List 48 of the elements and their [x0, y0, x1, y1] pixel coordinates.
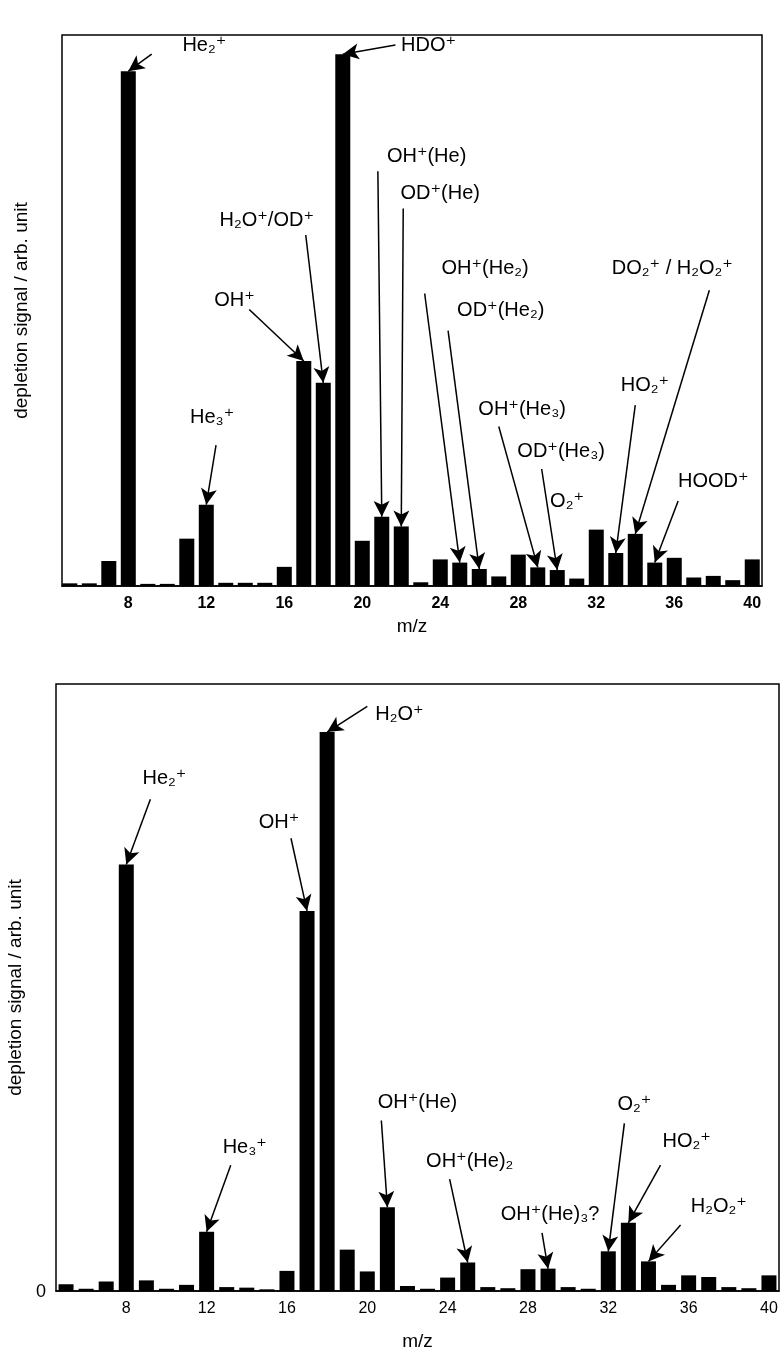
x-tick-label: 24 [431, 593, 450, 611]
x-tick-label: 40 [743, 593, 762, 611]
annotation: OH⁺(He) [386, 144, 467, 167]
x-tick-label: 36 [665, 593, 684, 611]
x-tick-label: 32 [587, 593, 606, 611]
annotation: O₂⁺ [617, 1092, 652, 1115]
annotation: OD⁺(He₃) [517, 439, 605, 462]
x-tick-label: 40 [760, 1298, 778, 1316]
x-tick-label: 12 [197, 1298, 216, 1316]
annotation: H₂O₂⁺ [690, 1193, 747, 1216]
x-tick-label: 28 [519, 1298, 537, 1316]
x-axis-title: m/z [402, 1330, 433, 1351]
x-tick-label: 32 [599, 1298, 618, 1316]
annotation: He₃⁺ [190, 404, 235, 427]
x-tick-label: 16 [278, 1298, 296, 1316]
x-tick-label: 8 [121, 1298, 131, 1316]
y-axis-title: depletion signal / arb. unit [3, 878, 25, 1096]
x-tick-label: 36 [679, 1298, 698, 1316]
annotation: HDO⁺ [401, 32, 457, 55]
x-tick-label: 28 [509, 593, 528, 611]
annotation: H₂O⁺ [375, 701, 424, 724]
annotation: He₃⁺ [222, 1134, 267, 1157]
x-tick-label: 20 [353, 593, 372, 611]
annotation: OH⁺(He)₂ [426, 1148, 514, 1171]
x-tick-label: 12 [197, 593, 216, 611]
annotation: HOOD⁺ [677, 468, 749, 491]
x-axis-title: m/z [396, 615, 428, 636]
annotation: DO₂⁺ / H₂O₂⁺ [611, 255, 733, 278]
text: 0 [35, 1281, 46, 1301]
annotation: HO₂⁺ [620, 372, 670, 395]
annotation: O₂⁺ [550, 489, 584, 512]
y-axis-title: depletion signal / arb. unit [9, 201, 31, 419]
x-tick-label: 20 [358, 1298, 377, 1316]
annotation: OH⁺(He₂) [441, 255, 529, 278]
annotation: OH⁺(He) [377, 1089, 458, 1112]
x-tick-label: 24 [438, 1298, 457, 1316]
annotation: OD⁺(He₂) [457, 298, 545, 321]
annotation: OH⁺(He₃) [478, 396, 566, 419]
annotation: OH⁺ [214, 287, 255, 310]
x-tick-label: 16 [275, 593, 294, 611]
annotation: He₂⁺ [182, 32, 227, 55]
x-tick-label: 8 [123, 593, 133, 611]
annotation: He₂⁺ [142, 765, 187, 788]
annotation: H₂O⁺/OD⁺ [219, 208, 314, 231]
annotation: HO₂⁺ [662, 1129, 711, 1152]
annotation: OH⁺ [258, 810, 300, 833]
annotation: OH⁺(He)₃? [500, 1201, 600, 1224]
annotation: OD⁺(He) [400, 181, 480, 204]
